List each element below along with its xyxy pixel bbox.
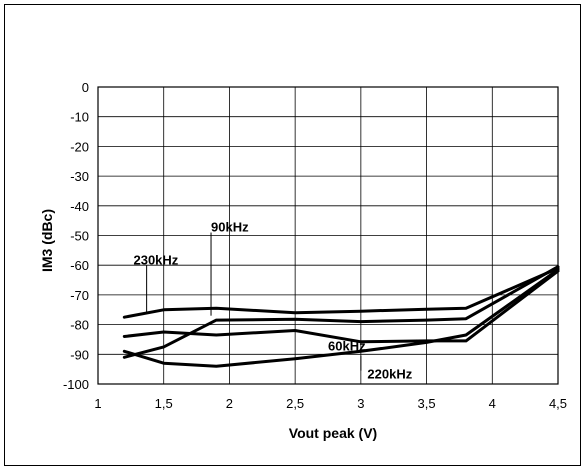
y-tick-label: -100 bbox=[63, 377, 89, 392]
plot-area bbox=[97, 86, 559, 385]
x-tick-label: 1 bbox=[94, 396, 101, 411]
y-tick-label: -20 bbox=[70, 139, 89, 154]
y-tick-label: -50 bbox=[70, 229, 89, 244]
series-label-230kHz: 230kHz bbox=[133, 252, 178, 267]
x-tick-label: 4 bbox=[489, 396, 496, 411]
y-tick-label: -70 bbox=[70, 288, 89, 303]
x-tick-label: 3,5 bbox=[418, 396, 436, 411]
y-axis-ticks: 0 -10 -20 -30 -40 -50 -60 -70 -80 -90 -100 bbox=[63, 80, 89, 392]
x-tick-label: 1,5 bbox=[155, 396, 173, 411]
y-tick-label: -10 bbox=[70, 110, 89, 125]
y-tick-label: -40 bbox=[70, 199, 89, 214]
x-axis-label: Vout peak (V) bbox=[289, 425, 377, 441]
y-tick-label: -30 bbox=[70, 169, 89, 184]
y-tick-label: -90 bbox=[70, 347, 89, 362]
x-tick-label: 2,5 bbox=[286, 396, 304, 411]
series-line-60kHz bbox=[122, 269, 560, 344]
y-axis-label: IM3 (dBc) bbox=[39, 209, 55, 272]
y-tick-label: 0 bbox=[82, 80, 89, 95]
y-tick-label: -80 bbox=[70, 318, 89, 333]
series-line-230kHz bbox=[122, 266, 560, 319]
series-line-90kHz bbox=[122, 265, 560, 359]
series-line-220kHz bbox=[122, 268, 560, 368]
series bbox=[122, 265, 560, 368]
x-axis-ticks: 1 1,5 2 2,5 3 3,5 4 4,5 bbox=[94, 396, 567, 411]
x-tick-label: 3 bbox=[357, 396, 364, 411]
series-label-220kHz: 220kHz bbox=[367, 367, 412, 382]
x-tick-label: 2 bbox=[226, 396, 233, 411]
series-label-60kHz: 60kHz bbox=[328, 338, 366, 353]
series-label-90kHz: 90kHz bbox=[211, 220, 249, 235]
y-tick-label: -60 bbox=[70, 258, 89, 273]
chart-frame bbox=[4, 4, 581, 466]
x-tick-label: 4,5 bbox=[549, 396, 567, 411]
